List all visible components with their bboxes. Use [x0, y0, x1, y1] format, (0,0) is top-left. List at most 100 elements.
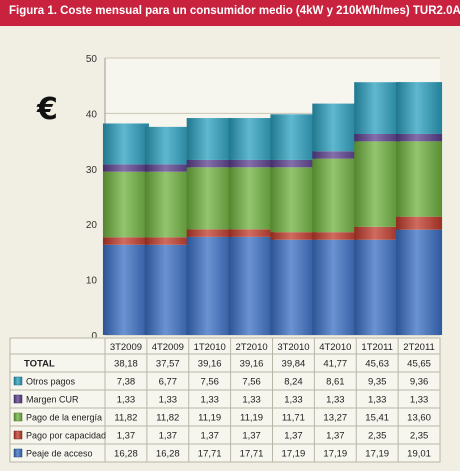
bar-segment [144, 126, 191, 165]
x-tick-label: 4T2010 [319, 342, 351, 353]
bar-segment [144, 171, 191, 238]
legend-label: Peaje de acceso [26, 449, 93, 459]
y-tick-label: 20 [86, 220, 98, 231]
x-tick-label: 2T2010 [235, 342, 267, 353]
bar-segment [186, 159, 233, 168]
total-value: 38,18 [114, 359, 138, 370]
title-bar: Figura 1. Coste mensual para un consumid… [0, 0, 460, 26]
x-tick-label: 1T2010 [194, 342, 226, 353]
data-label: 17,19 [282, 449, 306, 460]
data-label: 1,33 [200, 395, 219, 406]
data-label: 1,37 [326, 431, 345, 442]
data-label: 7,56 [242, 377, 261, 388]
data-label: 1,37 [159, 431, 178, 442]
total-value: 41,77 [323, 359, 347, 370]
bar-segment [186, 236, 233, 335]
total-value: 39,16 [240, 359, 264, 370]
bar-segment [270, 232, 317, 240]
bar-segment [312, 151, 359, 159]
legend-swatch [13, 412, 23, 422]
legend-swatch [13, 430, 23, 440]
bar-segment [228, 229, 275, 237]
data-label: 17,71 [198, 449, 222, 460]
legend-swatch [13, 448, 23, 458]
bar-segment [270, 159, 317, 168]
y-tick-label: 50 [86, 54, 98, 65]
total-value: 39,84 [282, 359, 306, 370]
data-label: 9,35 [368, 377, 387, 388]
bar-segment [186, 118, 233, 160]
data-label: 1,37 [242, 431, 261, 442]
bar-segment [354, 226, 401, 240]
data-label: 1,33 [117, 395, 136, 406]
data-label: 17,19 [365, 449, 389, 460]
bar-segment [102, 244, 149, 335]
data-table [9, 337, 441, 463]
data-label: 1,37 [117, 431, 136, 442]
y-tick-label: 10 [86, 276, 98, 287]
bar-segment [186, 167, 233, 230]
data-label: 11,19 [240, 413, 263, 424]
legend-label: Margen CUR [26, 395, 79, 405]
data-label: 11,82 [114, 413, 137, 424]
data-label: 17,19 [323, 449, 347, 460]
total-value: 45,63 [365, 359, 389, 370]
bar-segment [354, 82, 401, 135]
bar-segment [144, 244, 191, 335]
bar-segment [102, 237, 149, 245]
bar-segment [396, 216, 443, 230]
data-label: 1,37 [200, 431, 219, 442]
total-value: 39,16 [198, 359, 222, 370]
y-tick-label: 40 [86, 109, 98, 120]
data-label: 7,56 [200, 377, 219, 388]
bar-segment [228, 159, 275, 168]
data-label: 1,33 [242, 395, 261, 406]
bar-segment [228, 236, 275, 335]
total-label: TOTAL [24, 359, 55, 370]
data-label: 1,33 [326, 395, 345, 406]
data-label: 1,33 [284, 395, 303, 406]
total-value: 45,65 [407, 359, 431, 370]
y-tick-label: 0 [91, 331, 97, 342]
chart-title: Figura 1. Coste mensual para un consumid… [9, 5, 460, 17]
legend-label: Otros pagos [26, 377, 76, 387]
bar-segment [312, 232, 359, 240]
x-tick-label: 3T2009 [110, 342, 142, 353]
data-label: 9,36 [410, 377, 429, 388]
bar-segment [270, 239, 317, 335]
data-label: 13,27 [323, 413, 347, 424]
bar-segment [396, 229, 443, 335]
bar-segment [186, 229, 233, 237]
bar-segment [144, 164, 191, 172]
legend-swatch [13, 394, 23, 404]
y-tick-label: 30 [86, 165, 98, 176]
data-label: 17,71 [240, 449, 264, 460]
bar-segment [270, 167, 317, 233]
data-label: 11,19 [198, 413, 221, 424]
bar-segment [312, 103, 359, 152]
data-label: 8,24 [284, 377, 303, 388]
total-value: 37,57 [156, 359, 180, 370]
bar-segment [312, 158, 359, 233]
legend-label: Pago por capacidad [26, 431, 106, 441]
bar-segment [396, 141, 443, 217]
bar-segment [102, 171, 149, 238]
data-label: 1,33 [159, 395, 178, 406]
data-label: 11,71 [282, 413, 305, 424]
bar-segment [228, 118, 275, 160]
data-label: 2,35 [368, 431, 387, 442]
data-label: 1,33 [368, 395, 387, 406]
data-label: 13,60 [407, 413, 431, 424]
x-tick-label: 4T2009 [152, 342, 184, 353]
x-tick-label: 2T2011 [403, 342, 435, 353]
data-label: 7,38 [117, 377, 136, 388]
bar-segment [396, 82, 443, 134]
bar-segment [396, 133, 443, 142]
bar-segment [354, 134, 401, 142]
legend-swatch [13, 376, 23, 386]
bar-segment [270, 114, 317, 160]
data-label: 19,01 [407, 449, 431, 460]
data-label: 1,33 [410, 395, 429, 406]
data-label: 6,77 [159, 377, 178, 388]
